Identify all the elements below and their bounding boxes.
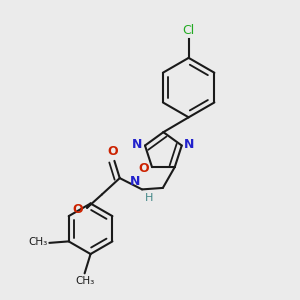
Text: CH₃: CH₃ — [28, 237, 48, 247]
Text: CH₃: CH₃ — [75, 276, 94, 286]
Text: H: H — [144, 193, 153, 203]
Text: N: N — [184, 138, 194, 151]
Text: O: O — [73, 203, 83, 216]
Text: N: N — [130, 175, 141, 188]
Text: Cl: Cl — [182, 24, 195, 37]
Text: O: O — [108, 146, 118, 158]
Text: N: N — [132, 138, 142, 151]
Text: O: O — [138, 162, 149, 175]
